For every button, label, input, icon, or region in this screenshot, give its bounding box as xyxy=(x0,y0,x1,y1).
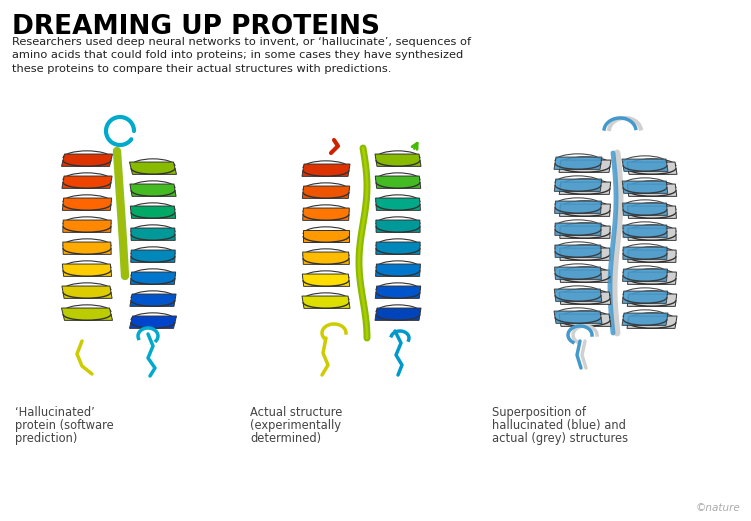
Polygon shape xyxy=(559,226,610,239)
Polygon shape xyxy=(623,203,668,215)
Polygon shape xyxy=(130,294,176,306)
Text: Researchers used deep neural networks to invent, or ‘hallucinate’, sequences of: Researchers used deep neural networks to… xyxy=(12,37,471,47)
Polygon shape xyxy=(303,208,349,220)
Polygon shape xyxy=(63,220,111,232)
Polygon shape xyxy=(623,181,668,193)
Polygon shape xyxy=(131,272,176,284)
Polygon shape xyxy=(131,228,175,240)
Polygon shape xyxy=(375,308,421,320)
Polygon shape xyxy=(130,184,176,196)
Polygon shape xyxy=(554,311,602,324)
Polygon shape xyxy=(559,160,611,172)
Polygon shape xyxy=(559,204,611,216)
Polygon shape xyxy=(376,242,420,254)
Polygon shape xyxy=(302,164,350,177)
Polygon shape xyxy=(554,289,602,301)
Polygon shape xyxy=(559,248,610,260)
Polygon shape xyxy=(554,201,602,214)
Polygon shape xyxy=(376,220,420,232)
Polygon shape xyxy=(62,198,112,210)
Polygon shape xyxy=(62,176,112,189)
Text: DREAMING UP PROTEINS: DREAMING UP PROTEINS xyxy=(12,14,380,40)
Polygon shape xyxy=(62,286,112,299)
Polygon shape xyxy=(627,184,677,196)
Text: (experimentally: (experimentally xyxy=(250,419,341,432)
Polygon shape xyxy=(559,292,611,304)
Text: Superposition of: Superposition of xyxy=(492,406,586,419)
Polygon shape xyxy=(622,313,668,325)
Text: actual (grey) structures: actual (grey) structures xyxy=(492,432,628,445)
Polygon shape xyxy=(303,274,350,287)
Polygon shape xyxy=(623,291,668,303)
Text: Actual structure: Actual structure xyxy=(250,406,342,419)
Polygon shape xyxy=(555,245,601,257)
Polygon shape xyxy=(628,272,677,284)
Polygon shape xyxy=(62,308,113,320)
Polygon shape xyxy=(623,247,667,259)
Polygon shape xyxy=(627,162,677,175)
Text: ‘Hallucinated’: ‘Hallucinated’ xyxy=(15,406,95,419)
Text: ©nature: ©nature xyxy=(695,503,740,513)
Text: prediction): prediction) xyxy=(15,432,77,445)
Polygon shape xyxy=(554,179,602,191)
Polygon shape xyxy=(628,206,677,218)
Polygon shape xyxy=(376,264,421,276)
Text: these proteins to compare their actual structures with predictions.: these proteins to compare their actual s… xyxy=(12,64,391,74)
Polygon shape xyxy=(62,264,112,276)
Polygon shape xyxy=(622,159,668,171)
Polygon shape xyxy=(559,270,611,282)
Polygon shape xyxy=(559,182,611,194)
Polygon shape xyxy=(375,154,421,166)
Polygon shape xyxy=(554,267,602,279)
Polygon shape xyxy=(623,225,667,238)
Polygon shape xyxy=(376,198,421,210)
Polygon shape xyxy=(129,316,176,328)
Polygon shape xyxy=(623,269,668,281)
Text: protein (software: protein (software xyxy=(15,419,113,432)
Text: amino acids that could fold into proteins; in some cases they have synthesized: amino acids that could fold into protein… xyxy=(12,51,463,60)
Polygon shape xyxy=(302,296,350,308)
Polygon shape xyxy=(627,294,677,306)
Polygon shape xyxy=(131,206,176,218)
Polygon shape xyxy=(554,157,602,169)
Polygon shape xyxy=(628,228,676,240)
Polygon shape xyxy=(628,250,676,263)
Polygon shape xyxy=(303,252,349,264)
Polygon shape xyxy=(376,176,421,189)
Polygon shape xyxy=(376,286,421,299)
Polygon shape xyxy=(555,223,601,235)
Polygon shape xyxy=(627,316,677,328)
Polygon shape xyxy=(303,230,349,242)
Polygon shape xyxy=(129,162,176,175)
Polygon shape xyxy=(559,314,611,326)
Polygon shape xyxy=(303,186,350,199)
Text: hallucinated (blue) and: hallucinated (blue) and xyxy=(492,419,626,432)
Text: determined): determined) xyxy=(250,432,321,445)
Polygon shape xyxy=(63,242,111,254)
Polygon shape xyxy=(131,250,175,263)
Polygon shape xyxy=(62,154,113,166)
